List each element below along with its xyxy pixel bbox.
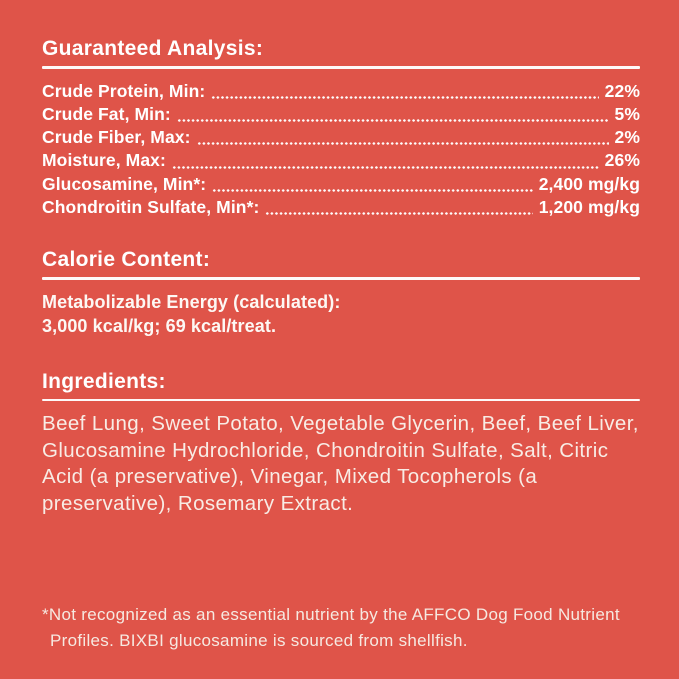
analysis-label: Crude Fat, Min: bbox=[42, 103, 171, 124]
analysis-value: 26% bbox=[604, 150, 640, 171]
guaranteed-analysis-heading: Guaranteed Analysis: bbox=[42, 37, 264, 60]
analysis-label: Crude Protein, Min: bbox=[42, 80, 206, 101]
dot-leader bbox=[176, 119, 609, 123]
dot-leader bbox=[196, 142, 609, 146]
heading-rule bbox=[42, 66, 640, 69]
kcal-values-line: 3,000 kcal/kg; 69 kcal/treat. bbox=[42, 315, 277, 336]
analysis-row: Glucosamine, Min*: 2,400 mg/kg bbox=[42, 173, 640, 196]
analysis-value: 2% bbox=[614, 127, 640, 148]
analysis-label: Glucosamine, Min*: bbox=[42, 173, 207, 194]
calorie-content-heading: Calorie Content: bbox=[42, 248, 211, 272]
calorie-content-body: Metabolizable Energy (calculated): 3,000… bbox=[42, 290, 640, 338]
analysis-value: 2,400 mg/kg bbox=[538, 173, 640, 194]
calorie-content-section: Calorie Content: Metabolizable Energy (c… bbox=[42, 249, 640, 338]
metabolizable-energy-line: Metabolizable Energy (calculated): bbox=[42, 291, 341, 312]
heading-rule bbox=[42, 398, 640, 402]
analysis-row: Chondroitin Sulfate, Min*: 1,200 mg/kg bbox=[42, 196, 640, 219]
ingredients-section: Ingredients: Beef Lung, Sweet Potato, Ve… bbox=[42, 371, 640, 518]
analysis-value: 1,200 mg/kg bbox=[538, 196, 640, 217]
dot-leader bbox=[211, 95, 599, 99]
analysis-row: Crude Fat, Min: 5% bbox=[42, 103, 640, 126]
analysis-row: Crude Protein, Min: 22% bbox=[42, 80, 640, 103]
analysis-value: 22% bbox=[604, 80, 640, 101]
analysis-value: 5% bbox=[614, 103, 640, 124]
analysis-label: Chondroitin Sulfate, Min*: bbox=[42, 196, 260, 217]
guaranteed-analysis-section: Guaranteed Analysis: Crude Protein, Min:… bbox=[42, 38, 640, 219]
analysis-label: Moisture, Max: bbox=[42, 150, 166, 171]
analysis-row: Crude Fiber, Max: 2% bbox=[42, 126, 640, 149]
analysis-label: Crude Fiber, Max: bbox=[42, 127, 191, 148]
dot-leader bbox=[171, 165, 599, 169]
analysis-row: Moisture, Max: 26% bbox=[42, 149, 640, 172]
dot-leader bbox=[212, 188, 533, 192]
guaranteed-analysis-rows: Crude Protein, Min: 22% Crude Fat, Min: … bbox=[42, 80, 640, 220]
ingredients-heading: Ingredients: bbox=[42, 369, 166, 393]
ingredients-list: Beef Lung, Sweet Potato, Vegetable Glyce… bbox=[42, 412, 639, 515]
heading-rule bbox=[42, 277, 640, 280]
dot-leader bbox=[265, 212, 533, 216]
footnote-text: *Not recognized as an essential nutrient… bbox=[42, 605, 620, 651]
